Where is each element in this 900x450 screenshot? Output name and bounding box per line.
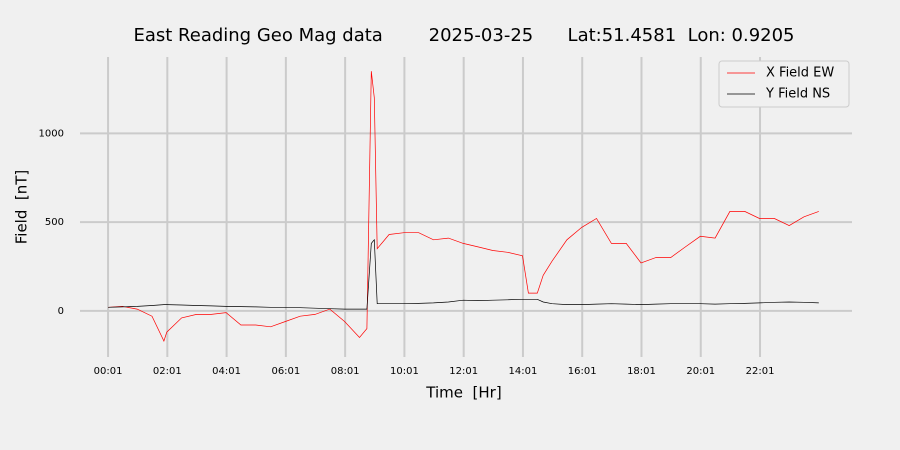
x-tick-label: 06:01: [271, 366, 300, 377]
legend-box: [718, 60, 850, 108]
y-axis-label: Field [nT]: [13, 170, 31, 245]
legend-label: Y Field NS: [765, 87, 830, 102]
x-tick-label: 10:01: [390, 366, 419, 377]
x-tick-label: 18:01: [627, 366, 656, 377]
x-tick-label: 02:01: [153, 366, 182, 377]
x-tick-label: 00:01: [94, 366, 123, 377]
x-tick-label: 14:01: [509, 366, 538, 377]
x-axis-label: Time [Hr]: [425, 384, 501, 402]
x-tick-label: 16:01: [568, 366, 597, 377]
x-tick-label: 22:01: [746, 366, 775, 377]
legend-label: X Field EW: [766, 66, 834, 81]
x-tick-label: 12:01: [449, 366, 478, 377]
x-tick-label: 08:01: [331, 366, 360, 377]
x-tick-label: 20:01: [686, 366, 715, 377]
data-line: [108, 238, 819, 310]
y-tick-label: 0: [58, 306, 64, 317]
x-tick-label: 04:01: [212, 366, 241, 377]
y-tick-label: 1000: [39, 128, 64, 139]
y-tick-label: 500: [45, 217, 64, 228]
data-line: [108, 71, 819, 342]
chart-title: East Reading Geo Mag data 2025-03-25 Lat…: [133, 25, 794, 46]
